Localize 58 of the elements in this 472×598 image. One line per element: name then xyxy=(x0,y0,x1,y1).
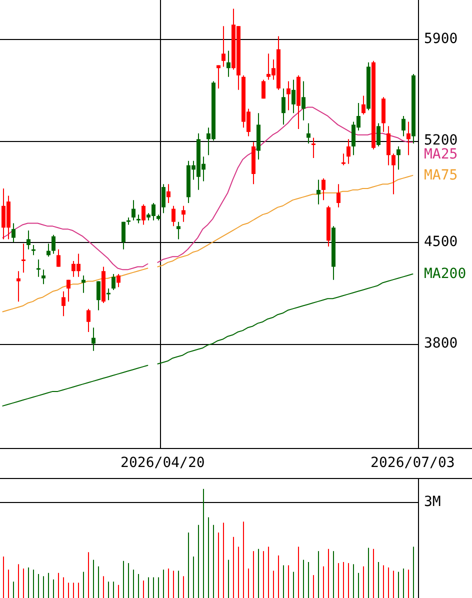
candlestick xyxy=(376,122,380,147)
candlestick xyxy=(116,274,120,288)
candlestick xyxy=(306,122,310,144)
candlestick xyxy=(96,280,100,311)
candlestick xyxy=(32,244,36,256)
candlestick xyxy=(222,26,226,68)
candlestick xyxy=(22,243,26,274)
candlestick xyxy=(402,115,406,137)
candlestick xyxy=(282,88,286,126)
candlestick xyxy=(322,178,326,201)
candlestick xyxy=(312,137,316,159)
candlestick xyxy=(66,279,70,302)
candlestick xyxy=(286,80,290,111)
candlestick xyxy=(392,153,396,195)
candlestick xyxy=(26,230,30,250)
candlestick xyxy=(292,79,296,114)
candlestick xyxy=(16,270,20,302)
candlestick xyxy=(106,288,110,301)
candlestick xyxy=(166,184,170,204)
candlestick xyxy=(112,274,116,290)
series-label: MA200 xyxy=(424,266,466,282)
candlestick xyxy=(92,327,96,352)
candlestick xyxy=(132,200,136,221)
x-tick-label: 2026/07/03 xyxy=(370,455,455,471)
candlestick xyxy=(406,121,410,156)
candlestick xyxy=(336,184,340,208)
candlestick xyxy=(52,234,56,254)
candlestick xyxy=(362,95,366,116)
candlestick xyxy=(346,138,350,164)
candlestick xyxy=(46,243,50,258)
candlestick xyxy=(176,221,180,240)
y-tick-label: 3800 xyxy=(424,336,458,352)
candlestick xyxy=(122,221,126,250)
x-tick-label: 2026/04/20 xyxy=(120,455,205,471)
series-label: MA25 xyxy=(424,146,458,163)
candlestick xyxy=(12,222,16,243)
candlestick xyxy=(42,269,46,285)
candlestick xyxy=(216,64,220,89)
series-label: MA75 xyxy=(424,167,458,184)
y-tick-label: 5900 xyxy=(424,31,458,48)
candlestick xyxy=(342,153,346,166)
candlestick xyxy=(162,184,166,214)
candlestick xyxy=(36,259,40,278)
candlestick xyxy=(142,204,146,226)
candlestick xyxy=(302,80,306,121)
candlestick xyxy=(182,205,186,222)
candlestick xyxy=(396,146,400,170)
candlestick xyxy=(62,290,66,317)
candlestick xyxy=(262,79,266,100)
y-tick-label: 5200 xyxy=(424,132,458,149)
candlestick xyxy=(86,308,90,333)
candlestick xyxy=(386,126,390,166)
candlestick xyxy=(226,50,230,78)
candlestick xyxy=(172,205,176,227)
ref-line-label: 3M xyxy=(424,494,441,510)
y-tick-label: 4500 xyxy=(424,234,458,250)
candlestick xyxy=(56,248,60,268)
candlestick xyxy=(316,179,320,205)
